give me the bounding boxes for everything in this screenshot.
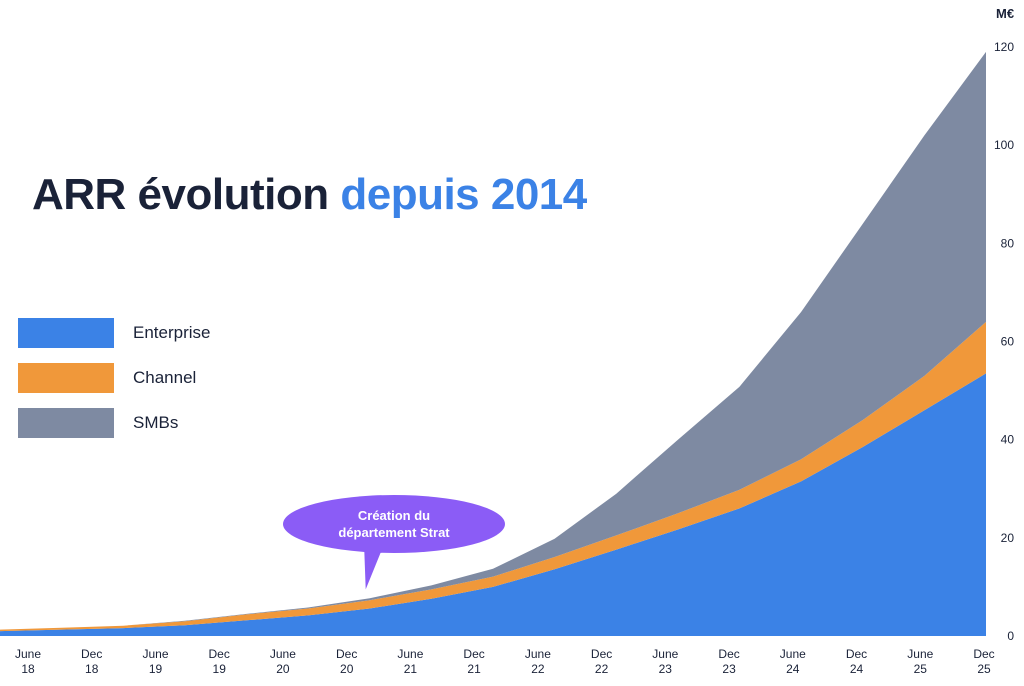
x-tick-label: 18 (85, 662, 99, 676)
x-tick-label: Dec (973, 647, 994, 661)
x-tick-label: 24 (786, 662, 800, 676)
area-channel (0, 321, 986, 632)
x-tick-label: June (652, 647, 678, 661)
area-enterprise (0, 373, 986, 636)
y-tick-label: 40 (1001, 433, 1015, 447)
x-tick-label: 25 (977, 662, 991, 676)
legend-label-channel: Channel (133, 368, 197, 387)
x-tick-label: June (15, 647, 41, 661)
chart-title-main: ARR évolution (32, 170, 329, 219)
x-tick-label: June (780, 647, 806, 661)
x-tick-label: 22 (531, 662, 545, 676)
x-tick-label: 19 (213, 662, 227, 676)
callout-text: Création du département Strat (338, 508, 450, 540)
x-tick-label: June (142, 647, 168, 661)
x-tick-label: 18 (21, 662, 35, 676)
x-tick-label: Dec (718, 647, 739, 661)
y-tick-label: 60 (1001, 335, 1015, 349)
x-tick-label: June (270, 647, 296, 661)
area-smbs (0, 51, 986, 630)
y-tick-label: 100 (994, 138, 1014, 152)
x-tick-label: 20 (340, 662, 354, 676)
x-tick-label: Dec (846, 647, 867, 661)
x-tick-label: 21 (404, 662, 418, 676)
chart-title-accent: depuis 2014 (340, 170, 587, 219)
x-tick-label: 23 (722, 662, 736, 676)
legend-item-smbs: SMBs (18, 408, 210, 438)
x-tick-label: 25 (914, 662, 928, 676)
x-tick-label: Dec (81, 647, 102, 661)
y-tick-label: 80 (1001, 236, 1015, 250)
x-tick-label: Dec (209, 647, 230, 661)
y-tick-label: 120 (994, 40, 1014, 54)
chart-title: ARR évolution depuis 2014 (32, 170, 587, 220)
legend-swatch-channel (18, 363, 114, 393)
legend-label-enterprise: Enterprise (133, 323, 211, 342)
y-tick-label: 20 (1001, 531, 1015, 545)
x-tick-label: Dec (336, 647, 357, 661)
legend-swatch-enterprise (18, 318, 114, 348)
callout-bubble: Création du département Strat (283, 495, 505, 553)
legend-label-smbs: SMBs (133, 413, 179, 432)
x-tick-label: 21 (467, 662, 481, 676)
x-tick-label: Dec (591, 647, 612, 661)
chart-legend: Enterprise Channel SMBs (18, 318, 210, 453)
x-tick-label: Dec (463, 647, 484, 661)
x-tick-label: 24 (850, 662, 864, 676)
y-axis-unit: M€ (996, 6, 1015, 21)
x-tick-label: 23 (659, 662, 673, 676)
x-tick-label: June (397, 647, 423, 661)
legend-item-channel: Channel (18, 363, 210, 393)
x-tick-label: 20 (276, 662, 290, 676)
x-tick-label: June (907, 647, 933, 661)
x-tick-label: 22 (595, 662, 609, 676)
legend-swatch-smbs (18, 408, 114, 438)
y-tick-label: 0 (1007, 629, 1014, 643)
x-tick-label: June (525, 647, 551, 661)
x-tick-label: 19 (149, 662, 163, 676)
legend-item-enterprise: Enterprise (18, 318, 210, 348)
